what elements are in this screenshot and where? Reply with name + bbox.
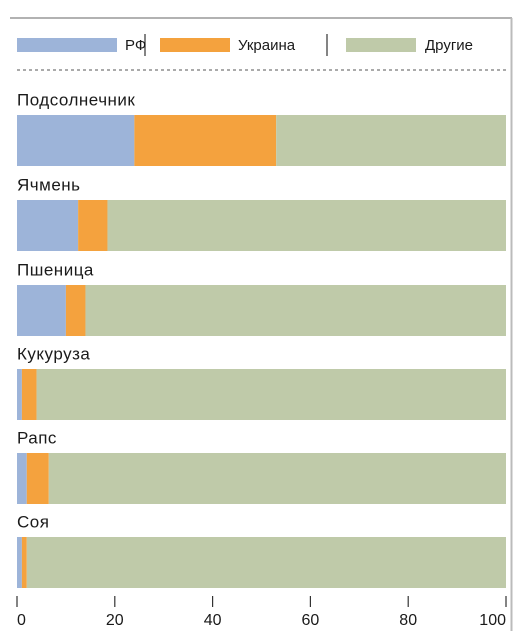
- bar-segment: [26, 453, 49, 504]
- category-label: Кукуруза: [17, 344, 90, 363]
- bar-segment: [17, 200, 79, 251]
- bar-segment: [17, 537, 22, 588]
- bar-segment: [17, 369, 22, 420]
- bar-segment: [17, 285, 66, 336]
- bar-segment: [65, 285, 86, 336]
- bar-segment: [134, 115, 277, 166]
- bar-segment: [36, 369, 507, 420]
- x-tick-label: 100: [479, 612, 506, 629]
- bar-segment: [21, 537, 27, 588]
- bar-segment: [78, 200, 108, 251]
- category-label: Соя: [17, 512, 49, 531]
- category-label: Рапс: [17, 428, 57, 447]
- category-label: Пшеница: [17, 260, 94, 279]
- x-tick-label: 60: [302, 612, 320, 629]
- category-label: Ячмень: [17, 175, 81, 194]
- x-tick-label: 0: [17, 612, 26, 629]
- bar-segment: [17, 453, 27, 504]
- bar-segment: [17, 115, 135, 166]
- x-tick-label: 20: [106, 612, 124, 629]
- legend-swatch: [160, 38, 230, 52]
- x-tick-label: 40: [204, 612, 222, 629]
- bar-segment: [21, 369, 37, 420]
- bar-segment: [276, 115, 506, 166]
- bar-segment: [107, 200, 506, 251]
- category-label: Подсолнечник: [17, 90, 135, 109]
- legend-swatch: [346, 38, 416, 52]
- bar-segment: [85, 285, 507, 336]
- bar-segment: [26, 537, 507, 588]
- bar-segment: [48, 453, 506, 504]
- legend-swatch: [17, 38, 117, 52]
- legend-label: РФ: [125, 37, 146, 54]
- x-tick-label: 80: [399, 612, 417, 629]
- legend-label: Украина: [238, 37, 296, 54]
- legend-label: Другие: [425, 37, 473, 54]
